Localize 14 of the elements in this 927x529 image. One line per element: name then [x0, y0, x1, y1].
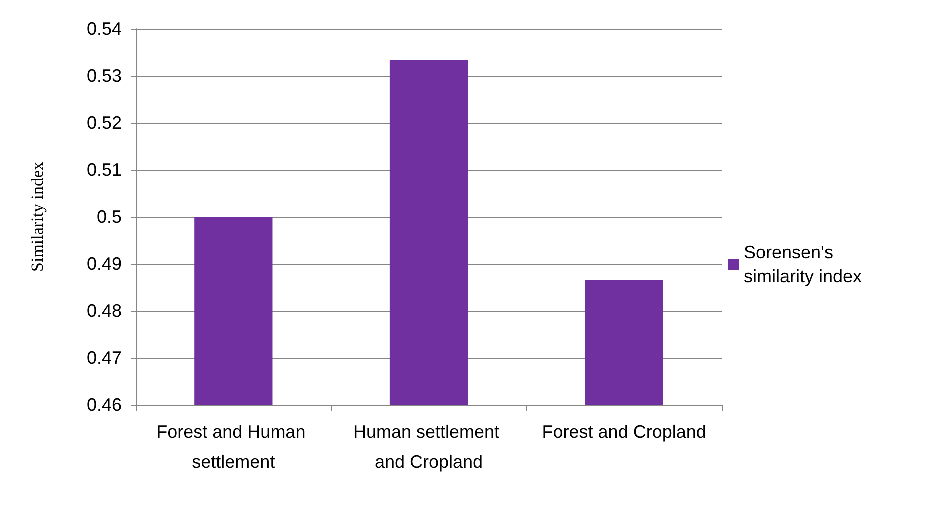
legend-label: Sorensen's similarity index — [744, 242, 862, 286]
y-tick-label: 0.51 — [86, 160, 122, 180]
x-tick-label: Forest and Cropland — [542, 422, 706, 442]
y-tick-label: 0.52 — [86, 113, 122, 133]
y-tick-label: 0.54 — [86, 19, 122, 39]
y-tick-label: 0.53 — [86, 66, 122, 86]
y-tick-label: 0.49 — [86, 254, 122, 274]
y-tick-label: 0.46 — [86, 395, 122, 415]
y-tick-label: 0.5 — [96, 207, 122, 227]
x-tick-label: Forest and Human settlement — [156, 422, 311, 472]
y-tick-label: 0.47 — [86, 348, 122, 368]
y-tick-label: 0.48 — [86, 301, 122, 321]
x-tick-label: Human settlement and Cropland — [353, 422, 505, 472]
y-axis-title: Similarity index — [28, 161, 47, 272]
